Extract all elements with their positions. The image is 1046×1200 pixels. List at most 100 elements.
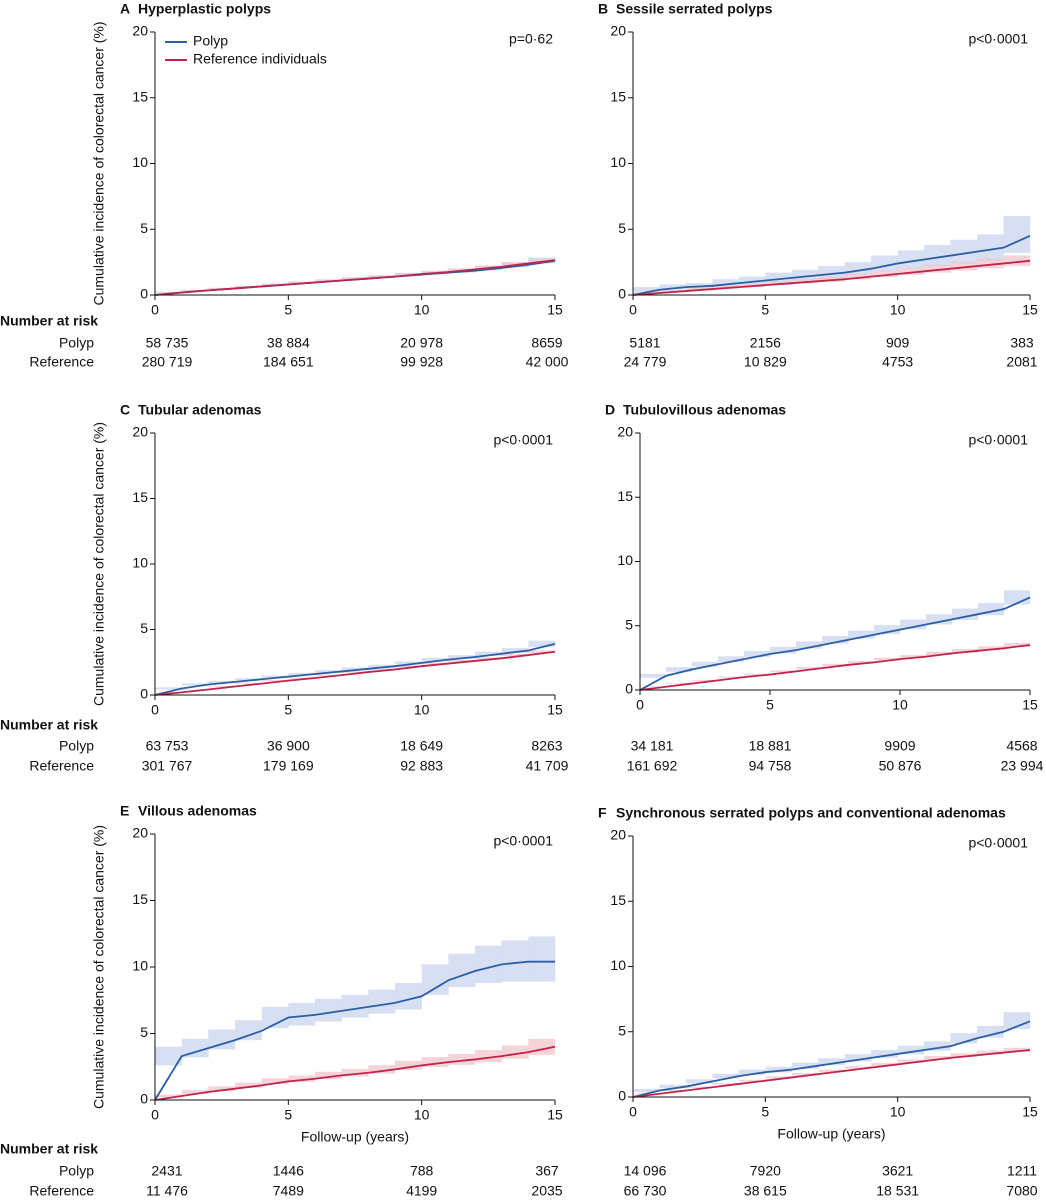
confidence-band	[315, 670, 342, 673]
panel-title: Hyperplastic polyps	[138, 1, 271, 17]
confidence-band	[448, 953, 476, 987]
confidence-band	[448, 268, 476, 271]
confidence-band	[1003, 216, 1031, 253]
confidence-band	[950, 261, 978, 271]
confidence-band	[315, 674, 342, 676]
risk-value: 63 753	[146, 738, 189, 754]
confidence-band	[685, 1086, 713, 1088]
confidence-band	[261, 283, 289, 286]
confidence-band	[738, 1069, 766, 1075]
confidence-band	[261, 1078, 289, 1085]
y-tick-label: 0	[618, 1088, 626, 1104]
x-tick-label: 5	[761, 1104, 769, 1120]
confidence-band	[181, 1090, 209, 1095]
confidence-band	[796, 667, 823, 670]
confidence-band	[765, 1066, 793, 1073]
confidence-band	[897, 1059, 925, 1063]
panel-letter: B	[598, 1, 608, 17]
risk-row-label: Reference	[29, 1183, 94, 1199]
p-value: p<0·0001	[968, 31, 1028, 47]
risk-value: 18 531	[876, 1183, 919, 1199]
confidence-band	[448, 660, 476, 662]
x-tick-label: 10	[890, 1104, 906, 1120]
confidence-band	[288, 281, 316, 284]
confidence-band	[738, 276, 766, 285]
confidence-band	[208, 1086, 236, 1091]
x-tick-label: 0	[151, 1107, 159, 1123]
y-tick-label: 20	[610, 23, 626, 39]
y-axis-label: Cumulative incidence of colorectal cance…	[91, 21, 107, 305]
confidence-band	[288, 1002, 316, 1026]
p-value: p<0·0001	[968, 835, 1028, 851]
confidence-band	[765, 281, 793, 286]
risk-value: 7489	[273, 1183, 304, 1199]
confidence-band	[950, 1033, 978, 1044]
x-tick-label: 10	[414, 1107, 430, 1123]
confidence-band	[659, 290, 687, 293]
risk-value: 23 994	[1001, 758, 1044, 774]
confidence-band	[208, 680, 236, 683]
curve	[632, 1049, 1031, 1098]
risk-value: 367	[535, 1163, 559, 1179]
curve	[154, 1045, 556, 1101]
x-tick-label: 0	[151, 302, 159, 318]
risk-value: 24 779	[624, 354, 667, 370]
y-tick-label: 15	[132, 891, 148, 907]
confidence-band	[765, 272, 793, 284]
confidence-band	[475, 1050, 502, 1063]
confidence-band	[528, 650, 556, 654]
risk-value: 1446	[273, 1163, 304, 1179]
risk-value: 161 692	[627, 758, 678, 774]
risk-value: 18 649	[400, 738, 443, 754]
panel-letter: A	[120, 1, 130, 17]
y-tick-label: 5	[618, 1022, 626, 1038]
x-tick-label: 0	[151, 702, 159, 718]
x-tick-label: 5	[284, 302, 292, 318]
confidence-band	[181, 1038, 209, 1058]
confidence-band	[791, 278, 819, 284]
confidence-band	[421, 1057, 449, 1068]
risk-value: 280 719	[142, 354, 193, 370]
confidence-band	[155, 687, 182, 690]
confidence-band	[341, 671, 369, 673]
confidence-band	[395, 665, 422, 667]
confidence-band	[1003, 1047, 1031, 1053]
confidence-band	[666, 667, 693, 672]
y-tick-label: 10	[132, 154, 148, 170]
confidence-band	[181, 689, 209, 690]
panel-title: Sessile serrated polyps	[616, 1, 773, 17]
curve	[632, 259, 1031, 296]
confidence-band	[818, 1069, 846, 1073]
confidence-band	[208, 686, 236, 687]
y-tick-label: 20	[617, 424, 633, 440]
y-tick-label: 15	[132, 88, 148, 104]
confidence-band	[950, 239, 978, 264]
y-tick-label: 10	[617, 552, 633, 568]
confidence-band	[528, 936, 556, 982]
panel-letter: E	[120, 803, 129, 819]
x-axis-label: Follow-up (years)	[301, 1129, 409, 1145]
risk-value: 58 735	[146, 335, 189, 351]
confidence-band	[341, 994, 369, 1018]
risk-value: 8659	[531, 335, 562, 351]
risk-value: 99 928	[400, 354, 443, 370]
confidence-band	[712, 1083, 740, 1085]
y-tick-label: 15	[617, 488, 633, 504]
confidence-band	[791, 1062, 819, 1069]
confidence-band	[181, 290, 209, 291]
risk-value: 11 476	[146, 1183, 188, 1199]
confidence-band	[155, 292, 182, 293]
y-tick-label: 5	[618, 220, 626, 236]
confidence-band	[718, 656, 745, 662]
confidence-band	[712, 279, 740, 288]
risk-value: 1211	[1007, 1163, 1037, 1179]
confidence-band	[765, 1076, 793, 1079]
confidence-band	[421, 271, 449, 273]
confidence-band	[421, 657, 449, 662]
panel-letter: C	[120, 402, 130, 418]
x-tick-label: 10	[414, 302, 430, 318]
confidence-band	[501, 648, 529, 653]
risk-value: 4568	[1006, 738, 1037, 754]
confidence-band	[315, 998, 342, 1022]
